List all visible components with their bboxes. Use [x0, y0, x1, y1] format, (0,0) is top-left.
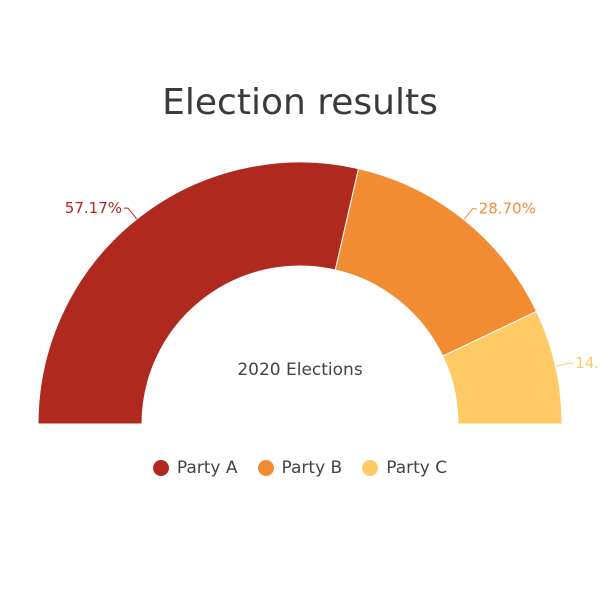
center-label: 2020 Elections [237, 360, 363, 380]
legend-label: Party A [176, 458, 238, 478]
label-connector-2 [463, 208, 477, 220]
legend-dot-icon [362, 460, 379, 476]
data-label-party-a: 57.17% [65, 199, 122, 217]
legend-item-party-c[interactable]: Party C [362, 458, 447, 478]
legend-item-party-b[interactable]: Party B [257, 458, 343, 478]
slice-party-c[interactable] [442, 310, 563, 425]
slices-group [37, 161, 563, 425]
data-label-party-c: 14.13% [575, 354, 600, 372]
legend-label: Party C [386, 458, 448, 478]
data-label-party-b: 28.70% [479, 200, 536, 218]
legend-dot-icon [152, 460, 169, 476]
label-connector-1 [124, 207, 138, 220]
data-labels-group: 57.17% 28.70% 14.13% [65, 199, 600, 372]
legend: Party A Party B Party C [0, 458, 600, 478]
chart-title: Election results [162, 82, 438, 123]
label-connector-3 [555, 362, 574, 367]
legend-label: Party B [281, 458, 343, 478]
legend-item-party-a[interactable]: Party A [152, 458, 238, 478]
slice-party-a[interactable] [37, 161, 360, 425]
legend-dot-icon [257, 460, 274, 476]
